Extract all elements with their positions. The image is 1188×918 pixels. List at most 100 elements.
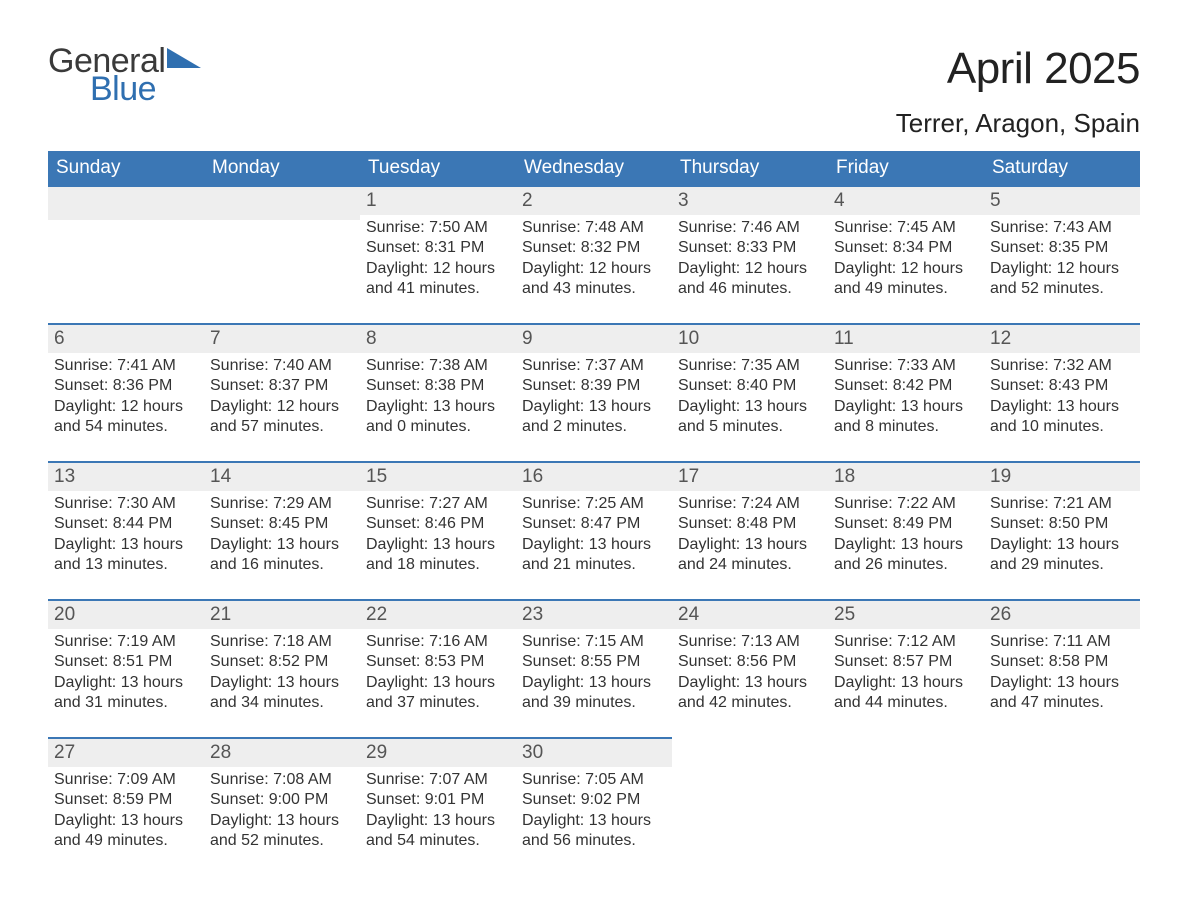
calendar-day-cell: 3Sunrise: 7:46 AMSunset: 8:33 PMDaylight… [672, 185, 828, 323]
calendar-day-cell: 29Sunrise: 7:07 AMSunset: 9:01 PMDayligh… [360, 737, 516, 875]
calendar-day-cell: 28Sunrise: 7:08 AMSunset: 9:00 PMDayligh… [204, 737, 360, 875]
sunrise-line: Sunrise: 7:16 AM [366, 632, 510, 652]
daylight-line-2: and 5 minutes. [678, 417, 822, 437]
day-number: 6 [48, 323, 204, 353]
day-content: Sunrise: 7:27 AMSunset: 8:46 PMDaylight:… [360, 491, 516, 580]
day-content: Sunrise: 7:18 AMSunset: 8:52 PMDaylight:… [204, 629, 360, 718]
logo-triangle-icon [167, 48, 201, 72]
calendar-day-cell: 26Sunrise: 7:11 AMSunset: 8:58 PMDayligh… [984, 599, 1140, 737]
calendar-day-cell: 20Sunrise: 7:19 AMSunset: 8:51 PMDayligh… [48, 599, 204, 737]
calendar-body: 1Sunrise: 7:50 AMSunset: 8:31 PMDaylight… [48, 185, 1140, 875]
daylight-line-2: and 49 minutes. [54, 831, 198, 851]
day-number: 23 [516, 599, 672, 629]
sunset-line: Sunset: 8:55 PM [522, 652, 666, 672]
sunset-line: Sunset: 8:31 PM [366, 238, 510, 258]
day-content: Sunrise: 7:12 AMSunset: 8:57 PMDaylight:… [828, 629, 984, 718]
calendar-day-cell [48, 185, 204, 323]
day-content: Sunrise: 7:43 AMSunset: 8:35 PMDaylight:… [984, 215, 1140, 304]
daylight-line-2: and 44 minutes. [834, 693, 978, 713]
daylight-line-2: and 39 minutes. [522, 693, 666, 713]
sunrise-line: Sunrise: 7:15 AM [522, 632, 666, 652]
daylight-line-1: Daylight: 13 hours [522, 535, 666, 555]
day-number: 20 [48, 599, 204, 629]
weekday-header: Saturday [984, 151, 1140, 185]
daylight-line-1: Daylight: 13 hours [522, 811, 666, 831]
daylight-line-2: and 54 minutes. [366, 831, 510, 851]
daylight-line-1: Daylight: 13 hours [522, 397, 666, 417]
day-number: 2 [516, 185, 672, 215]
calendar-day-cell [204, 185, 360, 323]
day-number: 15 [360, 461, 516, 491]
day-number: 9 [516, 323, 672, 353]
day-content: Sunrise: 7:41 AMSunset: 8:36 PMDaylight:… [48, 353, 204, 442]
sunset-line: Sunset: 8:50 PM [990, 514, 1134, 534]
sunrise-line: Sunrise: 7:05 AM [522, 770, 666, 790]
daylight-line-1: Daylight: 13 hours [366, 397, 510, 417]
day-number: 25 [828, 599, 984, 629]
sunset-line: Sunset: 8:38 PM [366, 376, 510, 396]
logo-text-blue: Blue [90, 72, 201, 106]
sunset-line: Sunset: 8:49 PM [834, 514, 978, 534]
calendar-day-cell: 4Sunrise: 7:45 AMSunset: 8:34 PMDaylight… [828, 185, 984, 323]
day-content: Sunrise: 7:46 AMSunset: 8:33 PMDaylight:… [672, 215, 828, 304]
calendar-day-cell [828, 737, 984, 875]
sunrise-line: Sunrise: 7:43 AM [990, 218, 1134, 238]
day-content: Sunrise: 7:13 AMSunset: 8:56 PMDaylight:… [672, 629, 828, 718]
day-content: Sunrise: 7:29 AMSunset: 8:45 PMDaylight:… [204, 491, 360, 580]
daylight-line-2: and 41 minutes. [366, 279, 510, 299]
daylight-line-1: Daylight: 12 hours [990, 259, 1134, 279]
day-content: Sunrise: 7:50 AMSunset: 8:31 PMDaylight:… [360, 215, 516, 304]
daylight-line-2: and 52 minutes. [990, 279, 1134, 299]
day-number: 7 [204, 323, 360, 353]
day-content: Sunrise: 7:24 AMSunset: 8:48 PMDaylight:… [672, 491, 828, 580]
daylight-line-1: Daylight: 13 hours [834, 673, 978, 693]
weekday-header: Wednesday [516, 151, 672, 185]
daylight-line-2: and 34 minutes. [210, 693, 354, 713]
calendar-week-row: 27Sunrise: 7:09 AMSunset: 8:59 PMDayligh… [48, 737, 1140, 875]
day-content: Sunrise: 7:08 AMSunset: 9:00 PMDaylight:… [204, 767, 360, 856]
calendar-table: SundayMondayTuesdayWednesdayThursdayFrid… [48, 151, 1140, 875]
page: General Blue April 2025 Terrer, Aragon, … [0, 0, 1188, 918]
daylight-line-1: Daylight: 13 hours [54, 811, 198, 831]
day-content: Sunrise: 7:32 AMSunset: 8:43 PMDaylight:… [984, 353, 1140, 442]
calendar-day-cell: 16Sunrise: 7:25 AMSunset: 8:47 PMDayligh… [516, 461, 672, 599]
sunset-line: Sunset: 8:34 PM [834, 238, 978, 258]
sunset-line: Sunset: 9:01 PM [366, 790, 510, 810]
weekday-header: Monday [204, 151, 360, 185]
daylight-line-2: and 0 minutes. [366, 417, 510, 437]
sunrise-line: Sunrise: 7:11 AM [990, 632, 1134, 652]
day-content: Sunrise: 7:40 AMSunset: 8:37 PMDaylight:… [204, 353, 360, 442]
daylight-line-1: Daylight: 13 hours [366, 811, 510, 831]
calendar-day-cell: 17Sunrise: 7:24 AMSunset: 8:48 PMDayligh… [672, 461, 828, 599]
day-number: 24 [672, 599, 828, 629]
daylight-line-1: Daylight: 12 hours [366, 259, 510, 279]
daylight-line-2: and 42 minutes. [678, 693, 822, 713]
daylight-line-2: and 29 minutes. [990, 555, 1134, 575]
calendar-day-cell: 15Sunrise: 7:27 AMSunset: 8:46 PMDayligh… [360, 461, 516, 599]
sunset-line: Sunset: 8:56 PM [678, 652, 822, 672]
day-content: Sunrise: 7:11 AMSunset: 8:58 PMDaylight:… [984, 629, 1140, 718]
calendar-day-cell: 25Sunrise: 7:12 AMSunset: 8:57 PMDayligh… [828, 599, 984, 737]
daylight-line-1: Daylight: 13 hours [210, 811, 354, 831]
sunrise-line: Sunrise: 7:24 AM [678, 494, 822, 514]
sunrise-line: Sunrise: 7:48 AM [522, 218, 666, 238]
calendar-week-row: 20Sunrise: 7:19 AMSunset: 8:51 PMDayligh… [48, 599, 1140, 737]
sunrise-line: Sunrise: 7:07 AM [366, 770, 510, 790]
daylight-line-1: Daylight: 13 hours [990, 397, 1134, 417]
daylight-line-2: and 8 minutes. [834, 417, 978, 437]
daylight-line-1: Daylight: 13 hours [678, 535, 822, 555]
daylight-line-1: Daylight: 13 hours [210, 535, 354, 555]
daylight-line-1: Daylight: 13 hours [678, 397, 822, 417]
day-number [204, 185, 360, 220]
sunset-line: Sunset: 8:39 PM [522, 376, 666, 396]
sunrise-line: Sunrise: 7:32 AM [990, 356, 1134, 376]
calendar-day-cell: 12Sunrise: 7:32 AMSunset: 8:43 PMDayligh… [984, 323, 1140, 461]
sunset-line: Sunset: 8:52 PM [210, 652, 354, 672]
sunset-line: Sunset: 8:47 PM [522, 514, 666, 534]
title-block: April 2025 Terrer, Aragon, Spain [896, 44, 1140, 139]
sunrise-line: Sunrise: 7:22 AM [834, 494, 978, 514]
day-number: 13 [48, 461, 204, 491]
sunset-line: Sunset: 8:44 PM [54, 514, 198, 534]
daylight-line-2: and 54 minutes. [54, 417, 198, 437]
sunset-line: Sunset: 8:40 PM [678, 376, 822, 396]
